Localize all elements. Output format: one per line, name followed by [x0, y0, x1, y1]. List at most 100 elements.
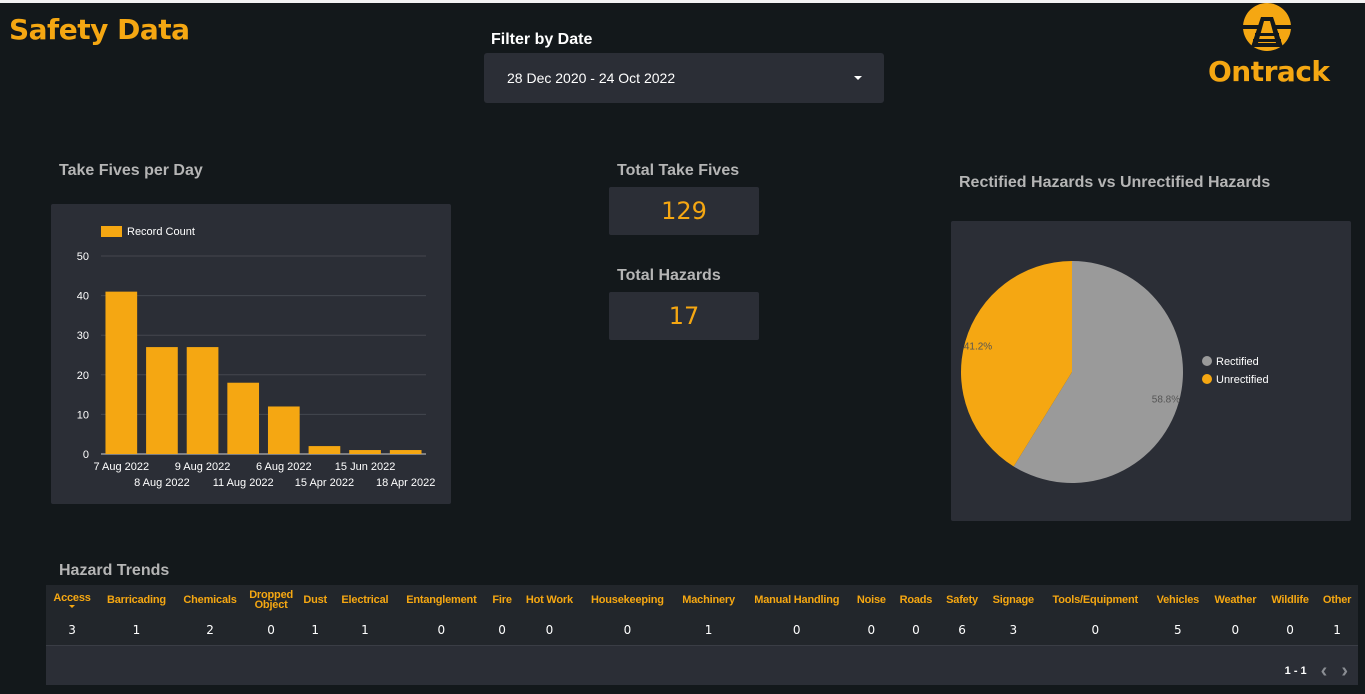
y-tick-label: 10	[77, 409, 89, 421]
pie-value-label: 41.2%	[964, 341, 992, 352]
legend-label: Rectified	[1216, 356, 1259, 368]
y-tick-label: 40	[77, 291, 89, 303]
hazards-label: Total Hazards	[617, 267, 721, 284]
y-tick-label: 20	[77, 370, 89, 382]
column-header[interactable]: Fire	[486, 585, 518, 615]
table-cell: 0	[1263, 615, 1317, 646]
chevron-left-icon[interactable]: ‹	[1320, 660, 1328, 682]
x-tick-label: 8 Aug 2022	[134, 477, 190, 489]
column-header[interactable]: Noise	[850, 585, 893, 615]
x-tick-label: 9 Aug 2022	[175, 461, 231, 473]
chevron-right-icon[interactable]: ›	[1341, 660, 1348, 682]
column-header[interactable]: Dropped Object	[245, 585, 298, 615]
bar	[308, 446, 341, 454]
pie-chart-title: Rectified Hazards vs Unrectified Hazards	[959, 174, 1271, 191]
legend-swatch	[1202, 356, 1212, 366]
table-cell: 0	[850, 615, 893, 646]
logo-text: Ontrack	[1208, 55, 1330, 88]
take-fives-value: 129	[609, 187, 759, 235]
table-cell: 0	[743, 615, 851, 646]
table-cell: 0	[245, 615, 298, 646]
y-tick-label: 50	[77, 251, 89, 263]
ontrack-logo	[1243, 3, 1291, 51]
table-cell: 1	[333, 615, 397, 646]
table-cell: 0	[892, 615, 940, 646]
bar	[267, 406, 300, 454]
hazard-trends-table: Access Barricading Chemicals Dropped Object…	[46, 585, 1358, 685]
take-fives-label: Total Take Fives	[617, 162, 740, 179]
column-header[interactable]: Other	[1316, 585, 1358, 615]
x-tick-label: 6 Aug 2022	[256, 461, 312, 473]
legend-label: Record Count	[127, 226, 195, 238]
legend-swatch	[101, 226, 122, 237]
bar-chart-title: Take Fives per Day	[59, 162, 203, 179]
hazards-value: 17	[609, 292, 759, 340]
x-tick-label: 15 Apr 2022	[295, 477, 354, 489]
column-header[interactable]: Signage	[984, 585, 1042, 615]
sort-desc-icon[interactable]	[69, 604, 76, 608]
column-header[interactable]: Chemicals	[174, 585, 246, 615]
bar	[146, 347, 178, 454]
bar	[105, 291, 138, 454]
pie-slice	[1013, 261, 1183, 483]
column-header[interactable]: Dust	[297, 585, 334, 615]
table-cell: 0	[396, 615, 487, 646]
column-header[interactable]: Manual Handling	[743, 585, 851, 615]
table-cell: 1	[673, 615, 744, 646]
bar	[227, 382, 260, 454]
x-tick-label: 11 Aug 2022	[213, 477, 274, 489]
column-header[interactable]: Wildlife	[1263, 585, 1317, 615]
table-cell: 2	[174, 615, 246, 646]
column-header[interactable]: Entanglement	[396, 585, 487, 615]
page-title: Safety Data	[9, 13, 190, 46]
pagination: 1 - 1 ‹ ›	[1285, 661, 1348, 681]
table-cell: 1	[297, 615, 334, 646]
bar	[349, 450, 381, 454]
column-header[interactable]: Vehicles	[1148, 585, 1207, 615]
column-header[interactable]: Housekeeping	[581, 585, 674, 615]
table-cell: 0	[486, 615, 518, 646]
y-tick-label: 0	[83, 449, 89, 461]
column-header[interactable]: Hot Work	[517, 585, 582, 615]
column-header[interactable]: Barricading	[98, 585, 175, 615]
pie-chart-card: 58.8% 41.2% Rectified Unrectified	[951, 221, 1351, 521]
column-header[interactable]: Tools/Equipment	[1041, 585, 1149, 615]
bar	[389, 450, 422, 454]
table-cell: 0	[517, 615, 582, 646]
hazard-trends-title: Hazard Trends	[59, 562, 170, 579]
pie-slice	[960, 261, 1072, 467]
table-cell: 0	[1041, 615, 1149, 646]
table-cell: 3	[46, 615, 99, 646]
table-cell: 6	[939, 615, 985, 646]
table-cell: 0	[1206, 615, 1264, 646]
column-header[interactable]: Roads	[892, 585, 940, 615]
bar-chart: Record Count 0 10 20 30 40 50 7 Aug 2022 8 Aug 2…	[77, 226, 435, 489]
legend-swatch	[1202, 374, 1212, 384]
date-range-value: 28 Dec 2020 - 24 Oct 2022	[507, 70, 676, 86]
table-header-row: Access Barricading Chemicals Dropped Object…	[46, 585, 1358, 615]
table-cell: 3	[984, 615, 1042, 646]
bar	[186, 347, 219, 454]
table-cell: 1	[98, 615, 175, 646]
y-tick-label: 30	[77, 330, 89, 342]
table-cell: 1	[1316, 615, 1358, 646]
bar-chart-card: Record Count 0 10 20 30 40 50 7 Aug 2022 8 Aug 2…	[51, 204, 451, 504]
table-cell: 0	[581, 615, 674, 646]
x-tick-label: 15 Jun 2022	[335, 461, 396, 473]
legend-label: Unrectified	[1216, 374, 1269, 386]
pie-chart: 58.8% 41.2% Rectified Unrectified	[960, 261, 1269, 483]
column-header[interactable]: Machinery	[673, 585, 744, 615]
column-header[interactable]: Electrical	[333, 585, 397, 615]
filter-label: Filter by Date	[491, 31, 593, 48]
column-header[interactable]: Safety	[939, 585, 985, 615]
x-tick-label: 7 Aug 2022	[93, 461, 149, 473]
column-header[interactable]: Access	[46, 585, 99, 615]
column-header[interactable]: Weather	[1206, 585, 1264, 615]
x-tick-label: 18 Apr 2022	[376, 477, 435, 489]
pagination-label: 1 - 1	[1284, 665, 1307, 677]
caret-down-icon	[854, 76, 862, 80]
pie-value-label: 58.8%	[1152, 395, 1180, 406]
date-range-select[interactable]: 28 Dec 2020 - 24 Oct 2022	[484, 53, 884, 103]
table-cell: 5	[1148, 615, 1207, 646]
